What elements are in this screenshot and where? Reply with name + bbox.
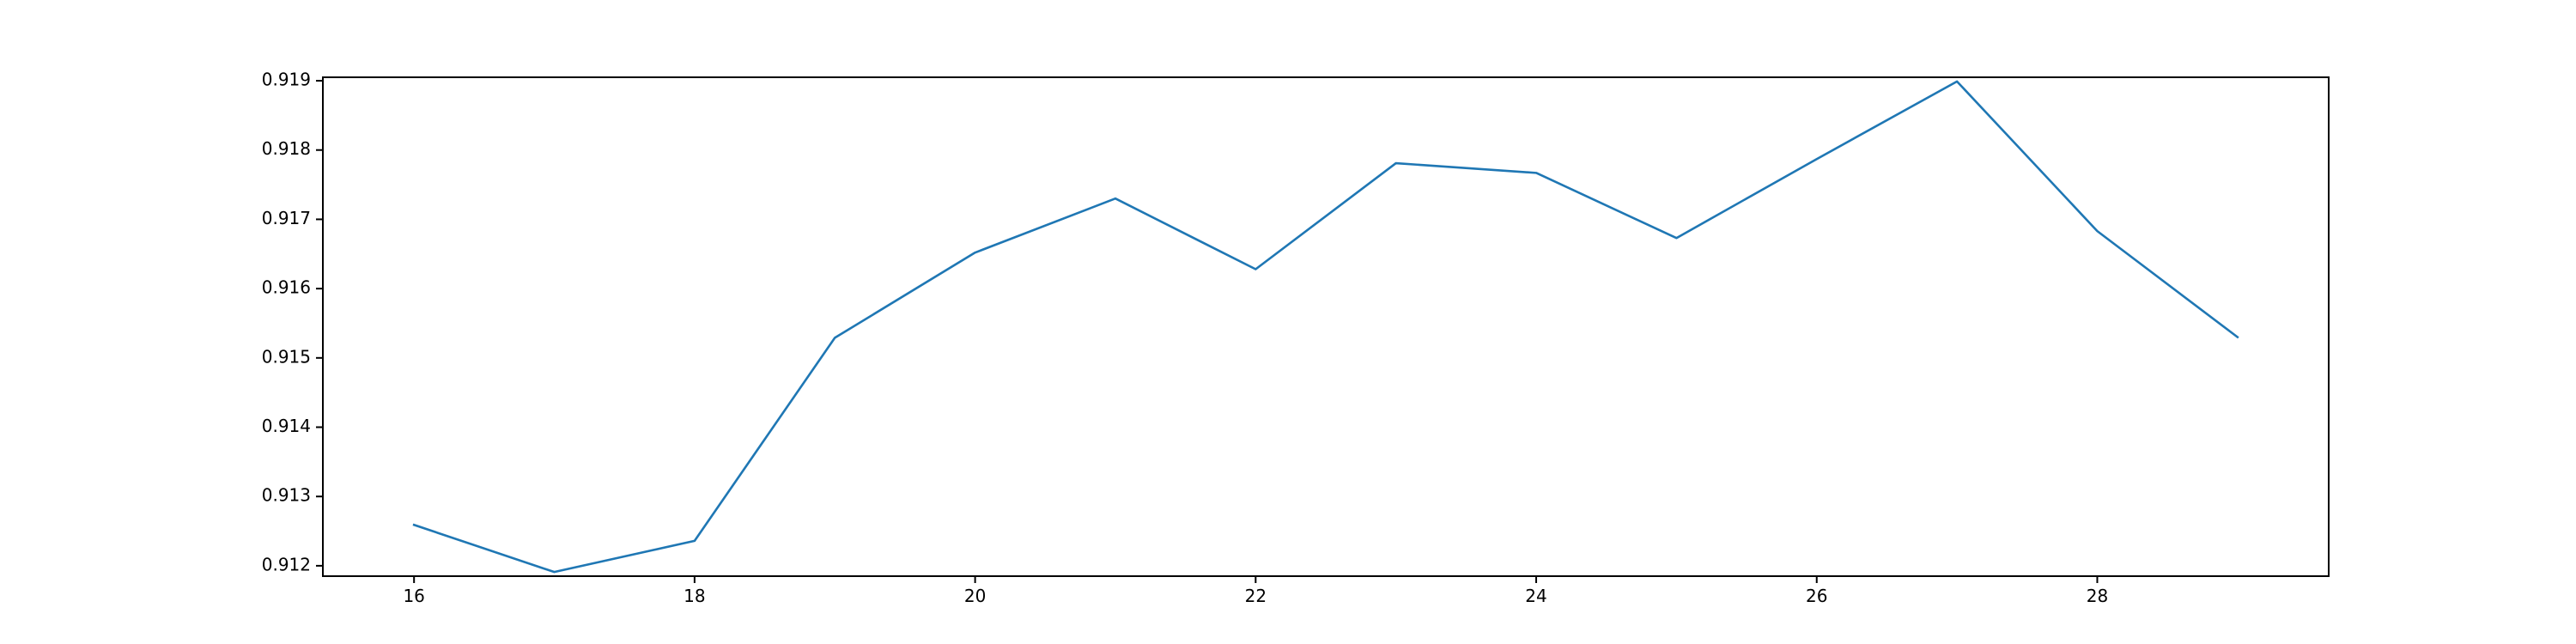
y-tick-label: 0.917 <box>262 208 311 228</box>
x-tick-label: 28 <box>2087 586 2108 606</box>
y-tick-label: 0.916 <box>262 277 311 298</box>
x-axis: 16 18 20 22 24 26 28 <box>403 576 2108 606</box>
x-tick-label: 18 <box>683 586 705 606</box>
y-axis: 0.912 0.913 0.914 0.915 0.916 0.917 0.918 0.919 <box>262 70 323 574</box>
y-tick-label: 0.912 <box>262 554 311 574</box>
y-tick-label: 0.913 <box>262 485 311 506</box>
series-line <box>412 80 2239 574</box>
x-tick-label: 20 <box>964 586 986 606</box>
x-tick-label: 22 <box>1245 586 1267 606</box>
y-tick-label: 0.915 <box>262 346 311 367</box>
series-layer <box>412 80 2239 574</box>
plot-frame <box>322 76 2330 577</box>
x-tick-label: 24 <box>1525 586 1546 606</box>
x-tick-label: 26 <box>1806 586 1827 606</box>
y-tick-label: 0.914 <box>262 416 311 436</box>
plot-area-background <box>323 77 2329 576</box>
y-tick-label: 0.918 <box>262 138 311 159</box>
y-tick-label: 0.919 <box>262 70 311 90</box>
x-tick-label: 16 <box>403 586 424 606</box>
